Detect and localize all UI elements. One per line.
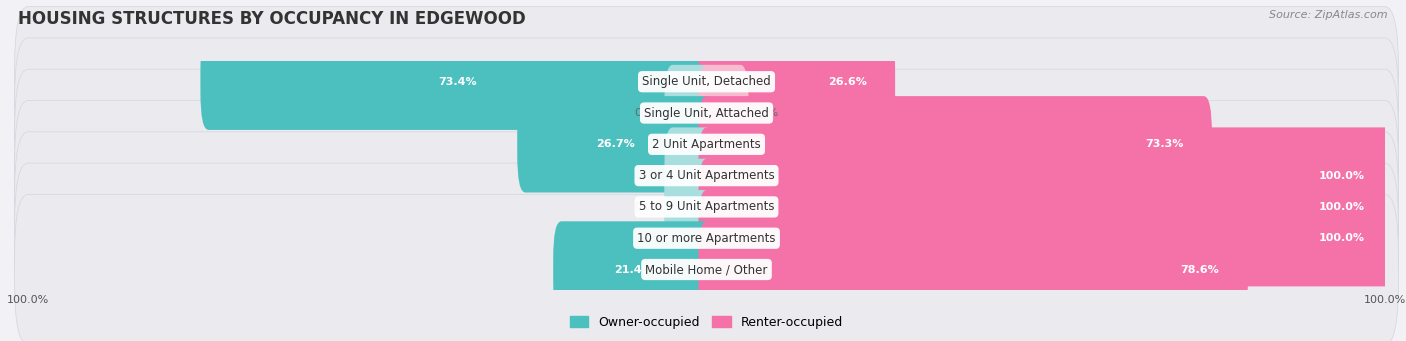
FancyBboxPatch shape <box>14 163 1399 313</box>
Text: Single Unit, Attached: Single Unit, Attached <box>644 106 769 119</box>
Text: Single Unit, Detached: Single Unit, Detached <box>643 75 770 88</box>
FancyBboxPatch shape <box>517 96 714 193</box>
Text: 100.0%: 100.0% <box>1319 233 1365 243</box>
FancyBboxPatch shape <box>14 101 1399 251</box>
Text: 0.0%: 0.0% <box>634 108 662 118</box>
FancyBboxPatch shape <box>14 132 1399 282</box>
FancyBboxPatch shape <box>665 65 714 161</box>
Legend: Owner-occupied, Renter-occupied: Owner-occupied, Renter-occupied <box>565 311 848 334</box>
Text: 0.0%: 0.0% <box>634 170 662 181</box>
FancyBboxPatch shape <box>665 190 714 286</box>
FancyBboxPatch shape <box>14 194 1399 341</box>
FancyBboxPatch shape <box>553 221 714 318</box>
FancyBboxPatch shape <box>699 33 896 130</box>
FancyBboxPatch shape <box>699 128 1393 224</box>
Text: 26.6%: 26.6% <box>828 77 866 87</box>
Text: 3 or 4 Unit Apartments: 3 or 4 Unit Apartments <box>638 169 775 182</box>
FancyBboxPatch shape <box>699 159 1393 255</box>
Text: 26.7%: 26.7% <box>596 139 636 149</box>
Text: 0.0%: 0.0% <box>751 108 779 118</box>
Text: 5 to 9 Unit Apartments: 5 to 9 Unit Apartments <box>638 201 775 213</box>
Text: 10 or more Apartments: 10 or more Apartments <box>637 232 776 245</box>
Text: 21.4%: 21.4% <box>614 265 654 275</box>
Text: 2 Unit Apartments: 2 Unit Apartments <box>652 138 761 151</box>
FancyBboxPatch shape <box>699 65 748 161</box>
FancyBboxPatch shape <box>665 159 714 255</box>
FancyBboxPatch shape <box>14 6 1399 157</box>
FancyBboxPatch shape <box>14 69 1399 219</box>
Text: 0.0%: 0.0% <box>634 233 662 243</box>
Text: 73.3%: 73.3% <box>1144 139 1184 149</box>
Text: 78.6%: 78.6% <box>1181 265 1219 275</box>
Text: 100.0%: 100.0% <box>1319 170 1365 181</box>
Text: 73.4%: 73.4% <box>439 77 477 87</box>
Text: Source: ZipAtlas.com: Source: ZipAtlas.com <box>1270 10 1388 20</box>
FancyBboxPatch shape <box>665 128 714 224</box>
Text: Mobile Home / Other: Mobile Home / Other <box>645 263 768 276</box>
FancyBboxPatch shape <box>201 33 714 130</box>
Text: 0.0%: 0.0% <box>634 202 662 212</box>
FancyBboxPatch shape <box>699 221 1249 318</box>
FancyBboxPatch shape <box>14 38 1399 188</box>
Text: 100.0%: 100.0% <box>1319 202 1365 212</box>
FancyBboxPatch shape <box>699 96 1212 193</box>
Text: HOUSING STRUCTURES BY OCCUPANCY IN EDGEWOOD: HOUSING STRUCTURES BY OCCUPANCY IN EDGEW… <box>18 10 526 28</box>
FancyBboxPatch shape <box>699 190 1393 286</box>
